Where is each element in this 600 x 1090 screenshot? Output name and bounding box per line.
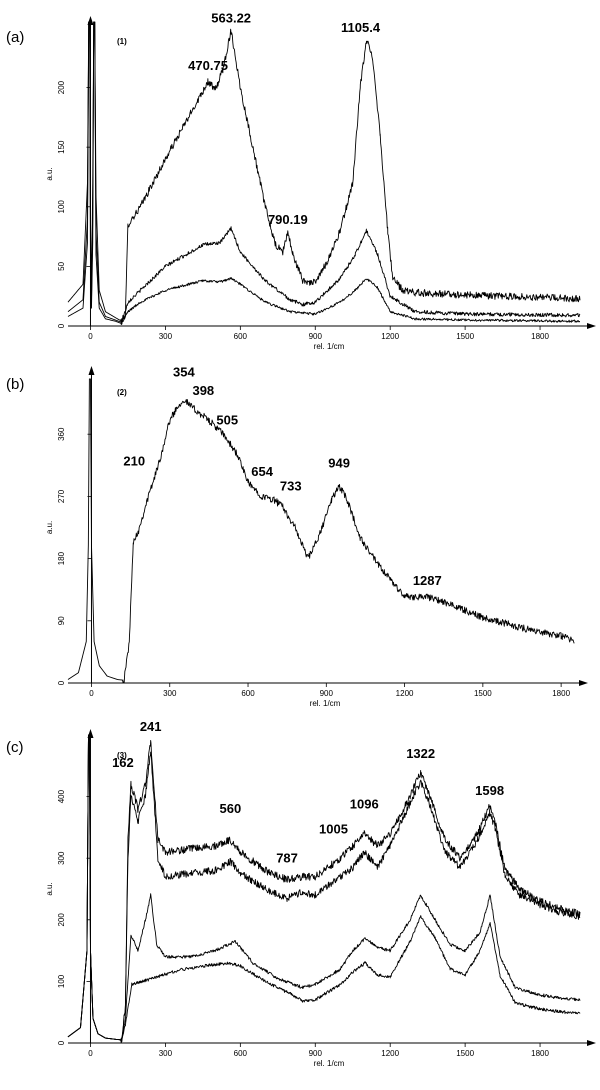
x-tick-label: 300 xyxy=(159,1049,173,1058)
x-tick-label: 900 xyxy=(309,332,323,341)
y-axis-title: a.u. xyxy=(45,521,54,534)
x-tick-label: 300 xyxy=(163,689,177,698)
y-tick-label: 50 xyxy=(57,261,66,270)
x-tick-label: 1800 xyxy=(531,332,549,341)
panel-b: (b) (2) 0 300 600 900 1200 1500 1800 0 90 180 270 360… xyxy=(6,364,588,708)
peak-annotation: 563.22 xyxy=(211,10,251,25)
y-tick-label: 270 xyxy=(57,489,66,503)
peak-annotation: 398 xyxy=(192,383,214,398)
x-axis-arrow xyxy=(579,680,588,686)
peak-annotation: 733 xyxy=(280,478,302,493)
y-tick-label: 0 xyxy=(57,680,66,685)
x-tick-label: 900 xyxy=(320,689,334,698)
x-tick-label: 1200 xyxy=(396,689,414,698)
peak-annotation: 1005 xyxy=(319,822,348,837)
y-axis-arrow xyxy=(88,366,95,375)
y-tick-label: 200 xyxy=(57,913,66,927)
x-tick-label: 1200 xyxy=(381,332,399,341)
x-tick-label: 1500 xyxy=(456,332,474,341)
panel-label: (c) xyxy=(6,739,24,756)
peak-annotation: 560 xyxy=(219,801,241,816)
y-tick-label: 400 xyxy=(57,789,66,803)
x-tick-label: 600 xyxy=(234,1049,248,1058)
y-tick-label: 180 xyxy=(57,551,66,565)
peak-annotation: 1287 xyxy=(413,573,442,588)
x-tick-label: 900 xyxy=(309,1049,323,1058)
panel-number: (1) xyxy=(117,37,127,46)
series-line-4 xyxy=(67,734,581,1042)
x-tick-label: 0 xyxy=(88,1049,93,1058)
y-axis-title: a.u. xyxy=(45,167,54,180)
peak-annotation: 787 xyxy=(276,851,298,866)
y-axis-title: a.u. xyxy=(45,882,54,895)
x-tick-label: 1500 xyxy=(456,1049,474,1058)
y-tick-label: 100 xyxy=(57,200,66,214)
y-tick-label: 200 xyxy=(57,80,66,94)
x-tick-label: 0 xyxy=(88,332,93,341)
panel-a: (a) (1) 0 300 600 900 1200 1500 1800 0 50 100 150 200… xyxy=(6,10,596,351)
series-line-3 xyxy=(67,734,581,1041)
peak-annotation: 505 xyxy=(216,413,238,428)
x-axis-title: rel. 1/cm xyxy=(314,1059,345,1068)
y-tick-label: 90 xyxy=(57,616,66,625)
series-line-2 xyxy=(67,21,581,324)
peak-annotation: 241 xyxy=(140,719,162,734)
series-line-1 xyxy=(67,378,575,684)
series-line-3 xyxy=(67,21,581,325)
x-axis-arrow xyxy=(587,323,596,329)
series-line-1 xyxy=(67,734,581,1043)
series-line-2 xyxy=(67,734,581,1044)
y-axis-arrow xyxy=(87,729,94,738)
x-tick-label: 300 xyxy=(159,332,173,341)
panel-number: (2) xyxy=(117,388,127,397)
panel-label: (a) xyxy=(6,29,24,46)
peak-annotation: 1096 xyxy=(350,796,379,811)
series-line-1 xyxy=(67,21,581,325)
x-tick-label: 1800 xyxy=(552,689,570,698)
panel-c: (c) (3) 0 300 600 900 1200 1500 1800 0 100 200 300 40… xyxy=(6,719,596,1068)
y-tick-label: 0 xyxy=(57,1040,66,1045)
peak-annotation: 210 xyxy=(123,453,145,468)
peak-annotation: 354 xyxy=(173,364,195,379)
x-axis-arrow xyxy=(587,1040,596,1046)
panel-label: (b) xyxy=(6,376,24,393)
peak-annotation: 470.75 xyxy=(188,58,228,73)
x-tick-label: 600 xyxy=(234,332,248,341)
x-tick-label: 1200 xyxy=(381,1049,399,1058)
peak-annotation: 1105.4 xyxy=(341,20,381,35)
x-axis-title: rel. 1/cm xyxy=(314,342,345,351)
x-tick-label: 1500 xyxy=(474,689,492,698)
y-tick-label: 150 xyxy=(57,140,66,154)
y-tick-label: 0 xyxy=(57,323,66,328)
x-tick-label: 1800 xyxy=(531,1049,549,1058)
peak-annotation: 1598 xyxy=(475,783,504,798)
y-tick-label: 360 xyxy=(57,427,66,441)
y-tick-label: 300 xyxy=(57,851,66,865)
peak-annotation: 162 xyxy=(112,755,134,770)
x-tick-label: 0 xyxy=(89,689,94,698)
y-tick-label: 100 xyxy=(57,974,66,988)
x-axis-title: rel. 1/cm xyxy=(310,699,341,708)
x-tick-label: 600 xyxy=(241,689,255,698)
peak-annotation: 654 xyxy=(251,464,273,479)
peak-annotation: 1322 xyxy=(406,746,435,761)
panel-number: (3) xyxy=(117,751,127,760)
peak-annotation: 790.19 xyxy=(268,212,308,227)
peak-annotation: 949 xyxy=(328,456,350,471)
